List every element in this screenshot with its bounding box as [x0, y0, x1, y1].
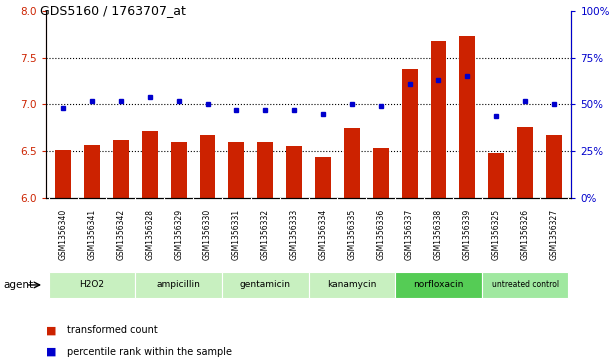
Bar	[229, 142, 244, 198]
Text: GDS5160 / 1763707_at: GDS5160 / 1763707_at	[40, 4, 186, 17]
Text: norfloxacin: norfloxacin	[413, 281, 464, 289]
Text: percentile rank within the sample: percentile rank within the sample	[67, 347, 232, 357]
Text: kanamycin: kanamycin	[327, 281, 376, 289]
Text: GSM1356340: GSM1356340	[59, 208, 68, 260]
Text: GSM1356330: GSM1356330	[203, 208, 212, 260]
Text: GSM1356334: GSM1356334	[318, 208, 327, 260]
Text: GSM1356329: GSM1356329	[174, 209, 183, 260]
Text: GSM1356341: GSM1356341	[87, 209, 97, 260]
Bar	[344, 128, 360, 198]
Bar	[488, 153, 504, 198]
Text: ■: ■	[46, 347, 56, 357]
Bar	[431, 41, 447, 198]
Bar	[546, 135, 562, 198]
Text: H2O2: H2O2	[79, 281, 104, 289]
Bar	[222, 272, 309, 298]
Text: untreated control: untreated control	[491, 281, 558, 289]
Bar	[257, 142, 273, 198]
Text: agent: agent	[3, 280, 33, 290]
Bar	[309, 272, 395, 298]
Text: GSM1356327: GSM1356327	[549, 209, 558, 260]
Text: ampicillin: ampicillin	[156, 281, 200, 289]
Bar	[315, 157, 331, 198]
Text: GSM1356326: GSM1356326	[521, 209, 530, 260]
Text: gentamicin: gentamicin	[240, 281, 291, 289]
Bar	[55, 150, 71, 198]
Text: GSM1356339: GSM1356339	[463, 208, 472, 260]
Bar	[459, 36, 475, 198]
Text: GSM1356342: GSM1356342	[116, 209, 125, 260]
Text: GSM1356332: GSM1356332	[261, 209, 269, 260]
Text: ■: ■	[46, 325, 56, 335]
Bar	[482, 272, 568, 298]
Text: GSM1356325: GSM1356325	[492, 209, 501, 260]
Text: GSM1356336: GSM1356336	[376, 208, 385, 260]
Text: GSM1356338: GSM1356338	[434, 209, 443, 260]
Bar	[200, 135, 216, 198]
Bar	[170, 142, 186, 198]
Bar	[142, 131, 158, 198]
Bar	[373, 148, 389, 198]
Text: transformed count: transformed count	[67, 325, 158, 335]
Bar	[113, 140, 129, 198]
Text: GSM1356331: GSM1356331	[232, 209, 241, 260]
Bar	[401, 69, 417, 198]
Text: GSM1356333: GSM1356333	[290, 208, 299, 260]
Bar	[517, 127, 533, 198]
Bar	[49, 272, 135, 298]
Bar	[84, 144, 100, 198]
Bar	[135, 272, 222, 298]
Bar	[286, 146, 302, 198]
Bar	[395, 272, 482, 298]
Text: GSM1356328: GSM1356328	[145, 209, 154, 260]
Text: GSM1356335: GSM1356335	[348, 208, 356, 260]
Text: GSM1356337: GSM1356337	[405, 208, 414, 260]
